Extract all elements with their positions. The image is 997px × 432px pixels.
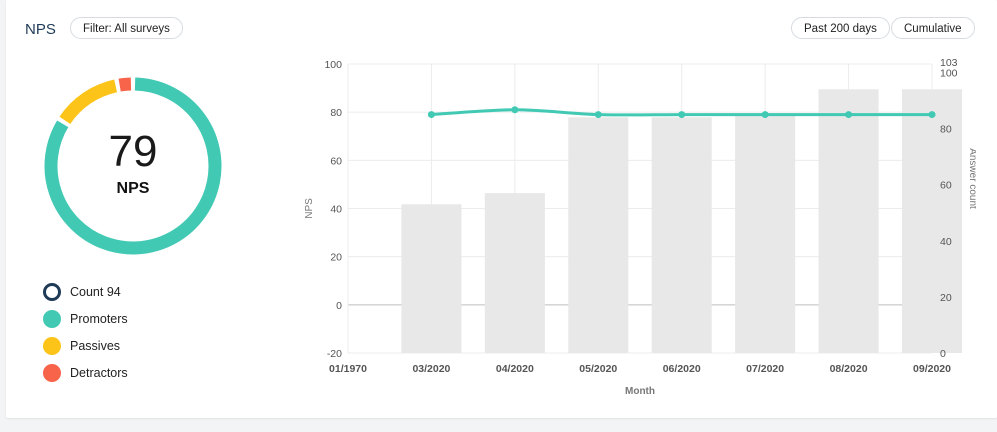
x-tick-label: 09/2020 — [913, 363, 951, 375]
legend-item-detractors[interactable]: Detractors — [43, 359, 128, 386]
nps-point-05-2020[interactable] — [594, 111, 602, 119]
donut-center: 79 NPS — [44, 77, 222, 255]
legend-detractors-label: Detractors — [70, 365, 128, 380]
donut-legend: Count 94 Promoters Passives Detractors — [43, 278, 128, 386]
bar-09-2020[interactable] — [901, 89, 963, 353]
y-tick-label: 100 — [324, 59, 342, 71]
y-tick-label: -20 — [327, 348, 342, 360]
y-tick-label: 60 — [330, 155, 342, 167]
legend-promoters-label: Promoters — [70, 311, 128, 326]
y2-axis-title: Answer count — [967, 148, 976, 209]
x-tick-label: 03/2020 — [412, 363, 450, 375]
nps-card: NPS Filter: All surveys Past 200 days Cu… — [6, 0, 997, 418]
legend-item-passives[interactable]: Passives — [43, 332, 128, 359]
donut-segment-detractors[interactable] — [118, 77, 132, 92]
nps-score: 79 — [108, 127, 158, 176]
count-ring-icon — [43, 282, 61, 301]
x-tick-label: 06/2020 — [663, 363, 701, 375]
passives-dot-icon — [43, 336, 61, 355]
donut-chart — [44, 77, 222, 255]
detractors-dot-icon — [43, 363, 61, 382]
bar-06-2020[interactable] — [651, 117, 712, 354]
bar-07-2020[interactable] — [735, 114, 796, 353]
y2-tick-label: 80 — [940, 124, 952, 136]
y2-tick-label: 100 — [940, 67, 958, 79]
x-tick-label: 01/1970 — [329, 363, 367, 375]
nps-donut: 79 NPS — [44, 77, 222, 255]
donut-segment-passives[interactable] — [59, 79, 118, 125]
date-range-button[interactable]: Past 200 days — [791, 17, 890, 39]
x-axis-title: Month — [625, 386, 655, 397]
y2-tick-label: 40 — [940, 236, 952, 248]
nps-point-06-2020[interactable] — [678, 111, 686, 119]
card-title: NPS — [25, 21, 56, 38]
y-tick-label: 20 — [330, 252, 342, 264]
y2-tick-label: 60 — [940, 180, 952, 192]
answer-count-bars — [401, 89, 963, 354]
cumulative-toggle-button[interactable]: Cumulative — [891, 17, 975, 39]
promoters-dot-icon — [43, 309, 61, 328]
nps-line-series — [427, 106, 936, 119]
bar-03-2020[interactable] — [401, 204, 462, 353]
x-axis: 01/1970 03/2020 04/2020 05/2020 06/2020 07/20… — [329, 363, 951, 375]
y2-tick-label: 103 — [940, 57, 958, 69]
filter-button[interactable]: Filter: All surveys — [70, 17, 183, 39]
nps-point-04-2020[interactable] — [511, 106, 519, 114]
y2-tick-label: 20 — [940, 292, 952, 304]
legend-item-promoters[interactable]: Promoters — [43, 305, 128, 332]
y2-tick-label: 0 — [940, 348, 946, 360]
legend-count-label: Count 94 — [70, 284, 121, 299]
nps-point-09-2020[interactable] — [928, 111, 936, 119]
x-tick-label: 04/2020 — [496, 363, 534, 375]
y-tick-label: 80 — [330, 107, 342, 119]
y-tick-label: 40 — [330, 204, 342, 216]
y-axis-left: -20 0 20 40 60 80 100 — [324, 59, 342, 360]
bar-04-2020[interactable] — [484, 193, 545, 353]
bar-08-2020[interactable] — [818, 89, 879, 353]
legend-passives-label: Passives — [70, 338, 121, 353]
nps-score-label: NPS — [116, 180, 150, 197]
legend-item-count: Count 94 — [43, 278, 128, 305]
nps-point-07-2020[interactable] — [761, 111, 769, 119]
nps-point-03-2020[interactable] — [427, 111, 435, 119]
x-tick-label: 08/2020 — [830, 363, 868, 375]
donut-segment-promoters[interactable] — [44, 77, 222, 255]
nps-point-08-2020[interactable] — [845, 111, 853, 119]
y-axis-title: NPS — [304, 198, 315, 219]
bar-05-2020[interactable] — [568, 117, 629, 354]
x-tick-label: 07/2020 — [746, 363, 784, 375]
x-tick-label: 05/2020 — [579, 363, 617, 375]
y-tick-label: 0 — [336, 300, 342, 312]
